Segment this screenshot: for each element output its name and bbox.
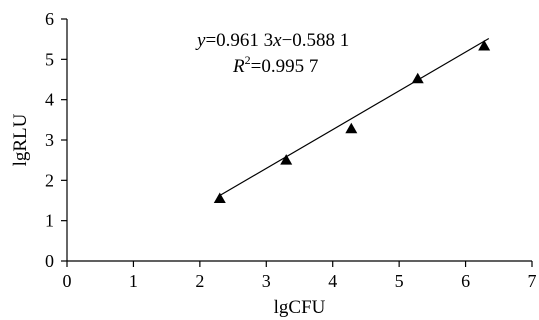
- data-points: [213, 40, 491, 203]
- y-ticks: 0 1 2 3 4 5 6: [45, 9, 67, 271]
- y-tick-label: 6: [45, 9, 54, 29]
- data-point: [280, 154, 293, 165]
- x-tick-label: 0: [63, 271, 72, 291]
- x-tick-label: 4: [328, 271, 337, 291]
- x-tick-label: 7: [528, 271, 537, 291]
- equation-y-var: y: [195, 30, 206, 51]
- r2-prefix: R: [232, 56, 245, 77]
- y-tick-label: 5: [45, 49, 54, 69]
- data-point: [411, 72, 424, 84]
- regression-equation: y=0.961 3x−0.588 1: [195, 30, 349, 51]
- y-tick-label: 0: [45, 251, 54, 271]
- equation-slope: =0.961 3: [205, 30, 273, 51]
- x-ticks: 0 1 2 3 4 5 6 7: [63, 261, 537, 291]
- equation-x-var: x: [272, 30, 282, 51]
- data-point: [478, 40, 491, 51]
- data-point: [345, 122, 358, 134]
- y-axis-label: lgRLU: [10, 113, 31, 166]
- y-tick-label: 3: [45, 130, 54, 150]
- x-tick-label: 2: [195, 271, 204, 291]
- r2-value: =0.995 7: [251, 56, 319, 77]
- data-point: [213, 192, 226, 203]
- y-tick-label: 1: [45, 211, 54, 231]
- x-tick-label: 5: [395, 271, 404, 291]
- r-squared-label: R2=0.995 7: [232, 53, 318, 77]
- x-tick-label: 6: [461, 271, 470, 291]
- x-axis-label: lgCFU: [274, 297, 326, 318]
- equation-intercept: −0.588 1: [282, 30, 350, 51]
- y-tick-label: 4: [45, 90, 54, 110]
- r2-superscript: 2: [245, 53, 251, 67]
- y-tick-label: 2: [45, 170, 54, 190]
- trendline: [219, 37, 490, 197]
- x-tick-label: 3: [262, 271, 271, 291]
- x-tick-label: 1: [129, 271, 138, 291]
- trendline-group: [219, 37, 490, 197]
